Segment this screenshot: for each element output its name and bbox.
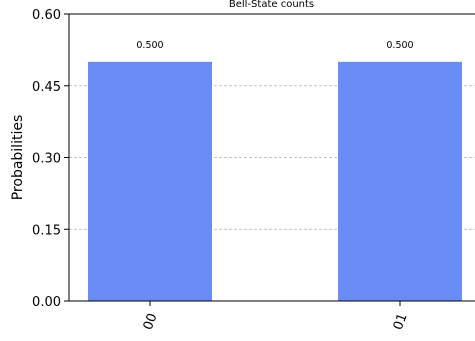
- y-tick-label: 0.60: [32, 8, 61, 23]
- y-tick-label: 0.00: [32, 295, 61, 310]
- y-tick-label: 0.15: [32, 223, 61, 238]
- bar-value-label: 0.500: [136, 40, 163, 51]
- y-axis-title: Probabilities: [10, 115, 26, 201]
- y-tick-label: 0.45: [32, 80, 61, 95]
- x-tick-label: 01: [391, 311, 411, 332]
- bar: [88, 61, 212, 302]
- axes: [64, 13, 475, 306]
- bar: [338, 61, 462, 302]
- bar-value-label: 0.500: [386, 40, 413, 51]
- labels: 0.00 0.15 0.30 0.45 0.60 0.500 00 0.500 01: [32, 8, 414, 332]
- x-tick-label: 00: [141, 311, 161, 332]
- y-tick-label: 0.30: [32, 152, 61, 167]
- chart-title: Bell-State counts: [229, 0, 314, 10]
- bars: [88, 61, 462, 302]
